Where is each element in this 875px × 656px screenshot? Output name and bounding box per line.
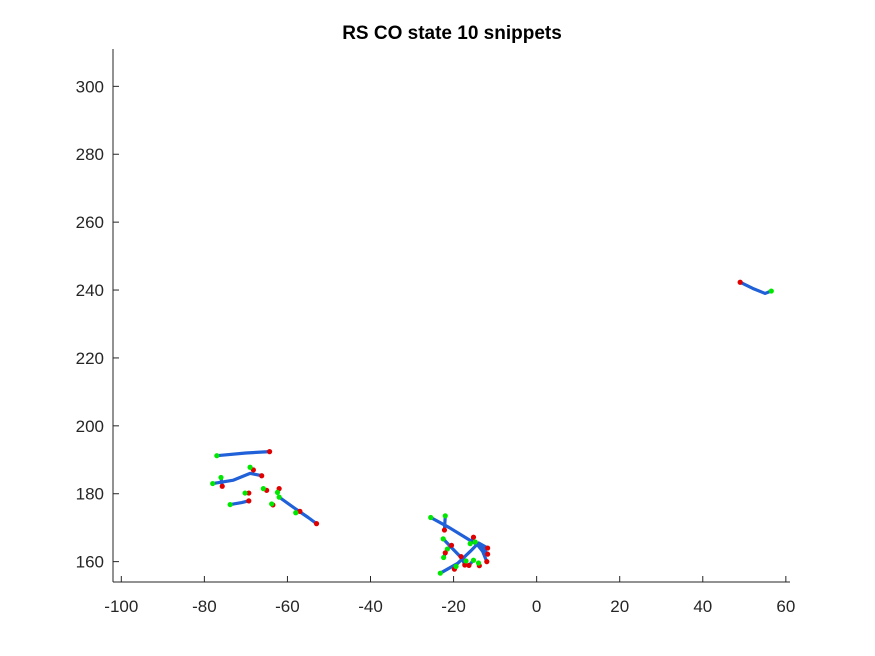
snippet-start-point [269,501,275,507]
snippet-start-point [428,514,434,521]
snippet-start-point [463,558,469,564]
snippet-end-point [737,279,743,285]
y-tick-label: 200 [76,417,104,436]
snippet-end-point [441,527,448,533]
snippet-start-point [242,490,248,496]
snippet-start-point [218,474,224,481]
y-ticks: 160 180 200 220 240 260 280 300 [76,77,119,572]
x-tick-label: 20 [610,597,629,616]
snippet-end-point [266,449,273,455]
snippet-start-point [260,486,266,492]
snippet-end-point [246,498,252,504]
snippet-start-point [293,510,299,516]
snippet-end-point [313,521,320,527]
snippet-end-point [219,483,225,489]
x-tick-label: -40 [358,597,383,616]
x-ticks: -100 -80 -60 -40 -20 0 20 40 60 [104,576,795,616]
snippet-start-point [475,560,482,566]
y-tick-label: 280 [76,145,104,164]
snippet-start-point [472,539,478,545]
axes: -100 -80 -60 -40 -20 0 20 40 60 160 180 200 220 240 2… [76,49,795,616]
snippet-end-point [246,490,252,496]
snippet-start-point [274,489,281,495]
snippet-end-point [470,534,477,540]
snippet-line [438,541,490,575]
x-tick-label: -100 [104,597,138,616]
snippet-end-point [485,551,491,557]
snippet-line [215,450,272,458]
y-tick-label: 260 [76,213,104,232]
snippet-start-point [227,501,233,508]
snippet-start-point [467,541,473,547]
snippet-line [441,537,467,567]
snippet-start-point [214,453,220,459]
snippet-line [738,280,773,296]
x-tick-label: 40 [693,597,712,616]
snippet-end-point [466,562,472,568]
snippet-start-point [210,480,216,487]
y-tick-label: 220 [76,349,104,368]
x-tick-label: 60 [776,597,795,616]
snippet-start-point [441,554,447,561]
snippet-end-point [442,550,448,556]
snippet-end-point [484,559,490,565]
chart-title: RS CO state 10 snippets [342,23,562,44]
snippet-line [277,495,319,526]
plot-area [210,279,774,576]
x-tick-label: 0 [532,597,541,616]
snippet-end-point [259,473,265,479]
snippet-end-point [462,562,468,568]
snippet-end-point [458,553,464,560]
snippet-start-point [768,288,774,294]
y-tick-label: 160 [76,553,104,572]
x-tick-label: -80 [192,597,217,616]
x-tick-label: -60 [275,597,300,616]
snippet-start-point [247,464,253,470]
snippet-line [473,540,489,564]
snippet-start-point [453,563,459,569]
snippet-start-point [442,513,448,519]
snippet-start-point [470,557,477,563]
snippet-start-point [437,570,443,576]
snippet-end-point [485,545,491,551]
y-tick-label: 180 [76,485,104,504]
snippet-start-point [276,494,282,500]
y-tick-label: 240 [76,281,104,300]
snippet-end-point [297,508,303,514]
y-tick-label: 300 [76,77,104,96]
x-tick-label: -20 [441,597,466,616]
snippet-start-point [440,536,446,542]
snippet-end-point [448,542,455,548]
